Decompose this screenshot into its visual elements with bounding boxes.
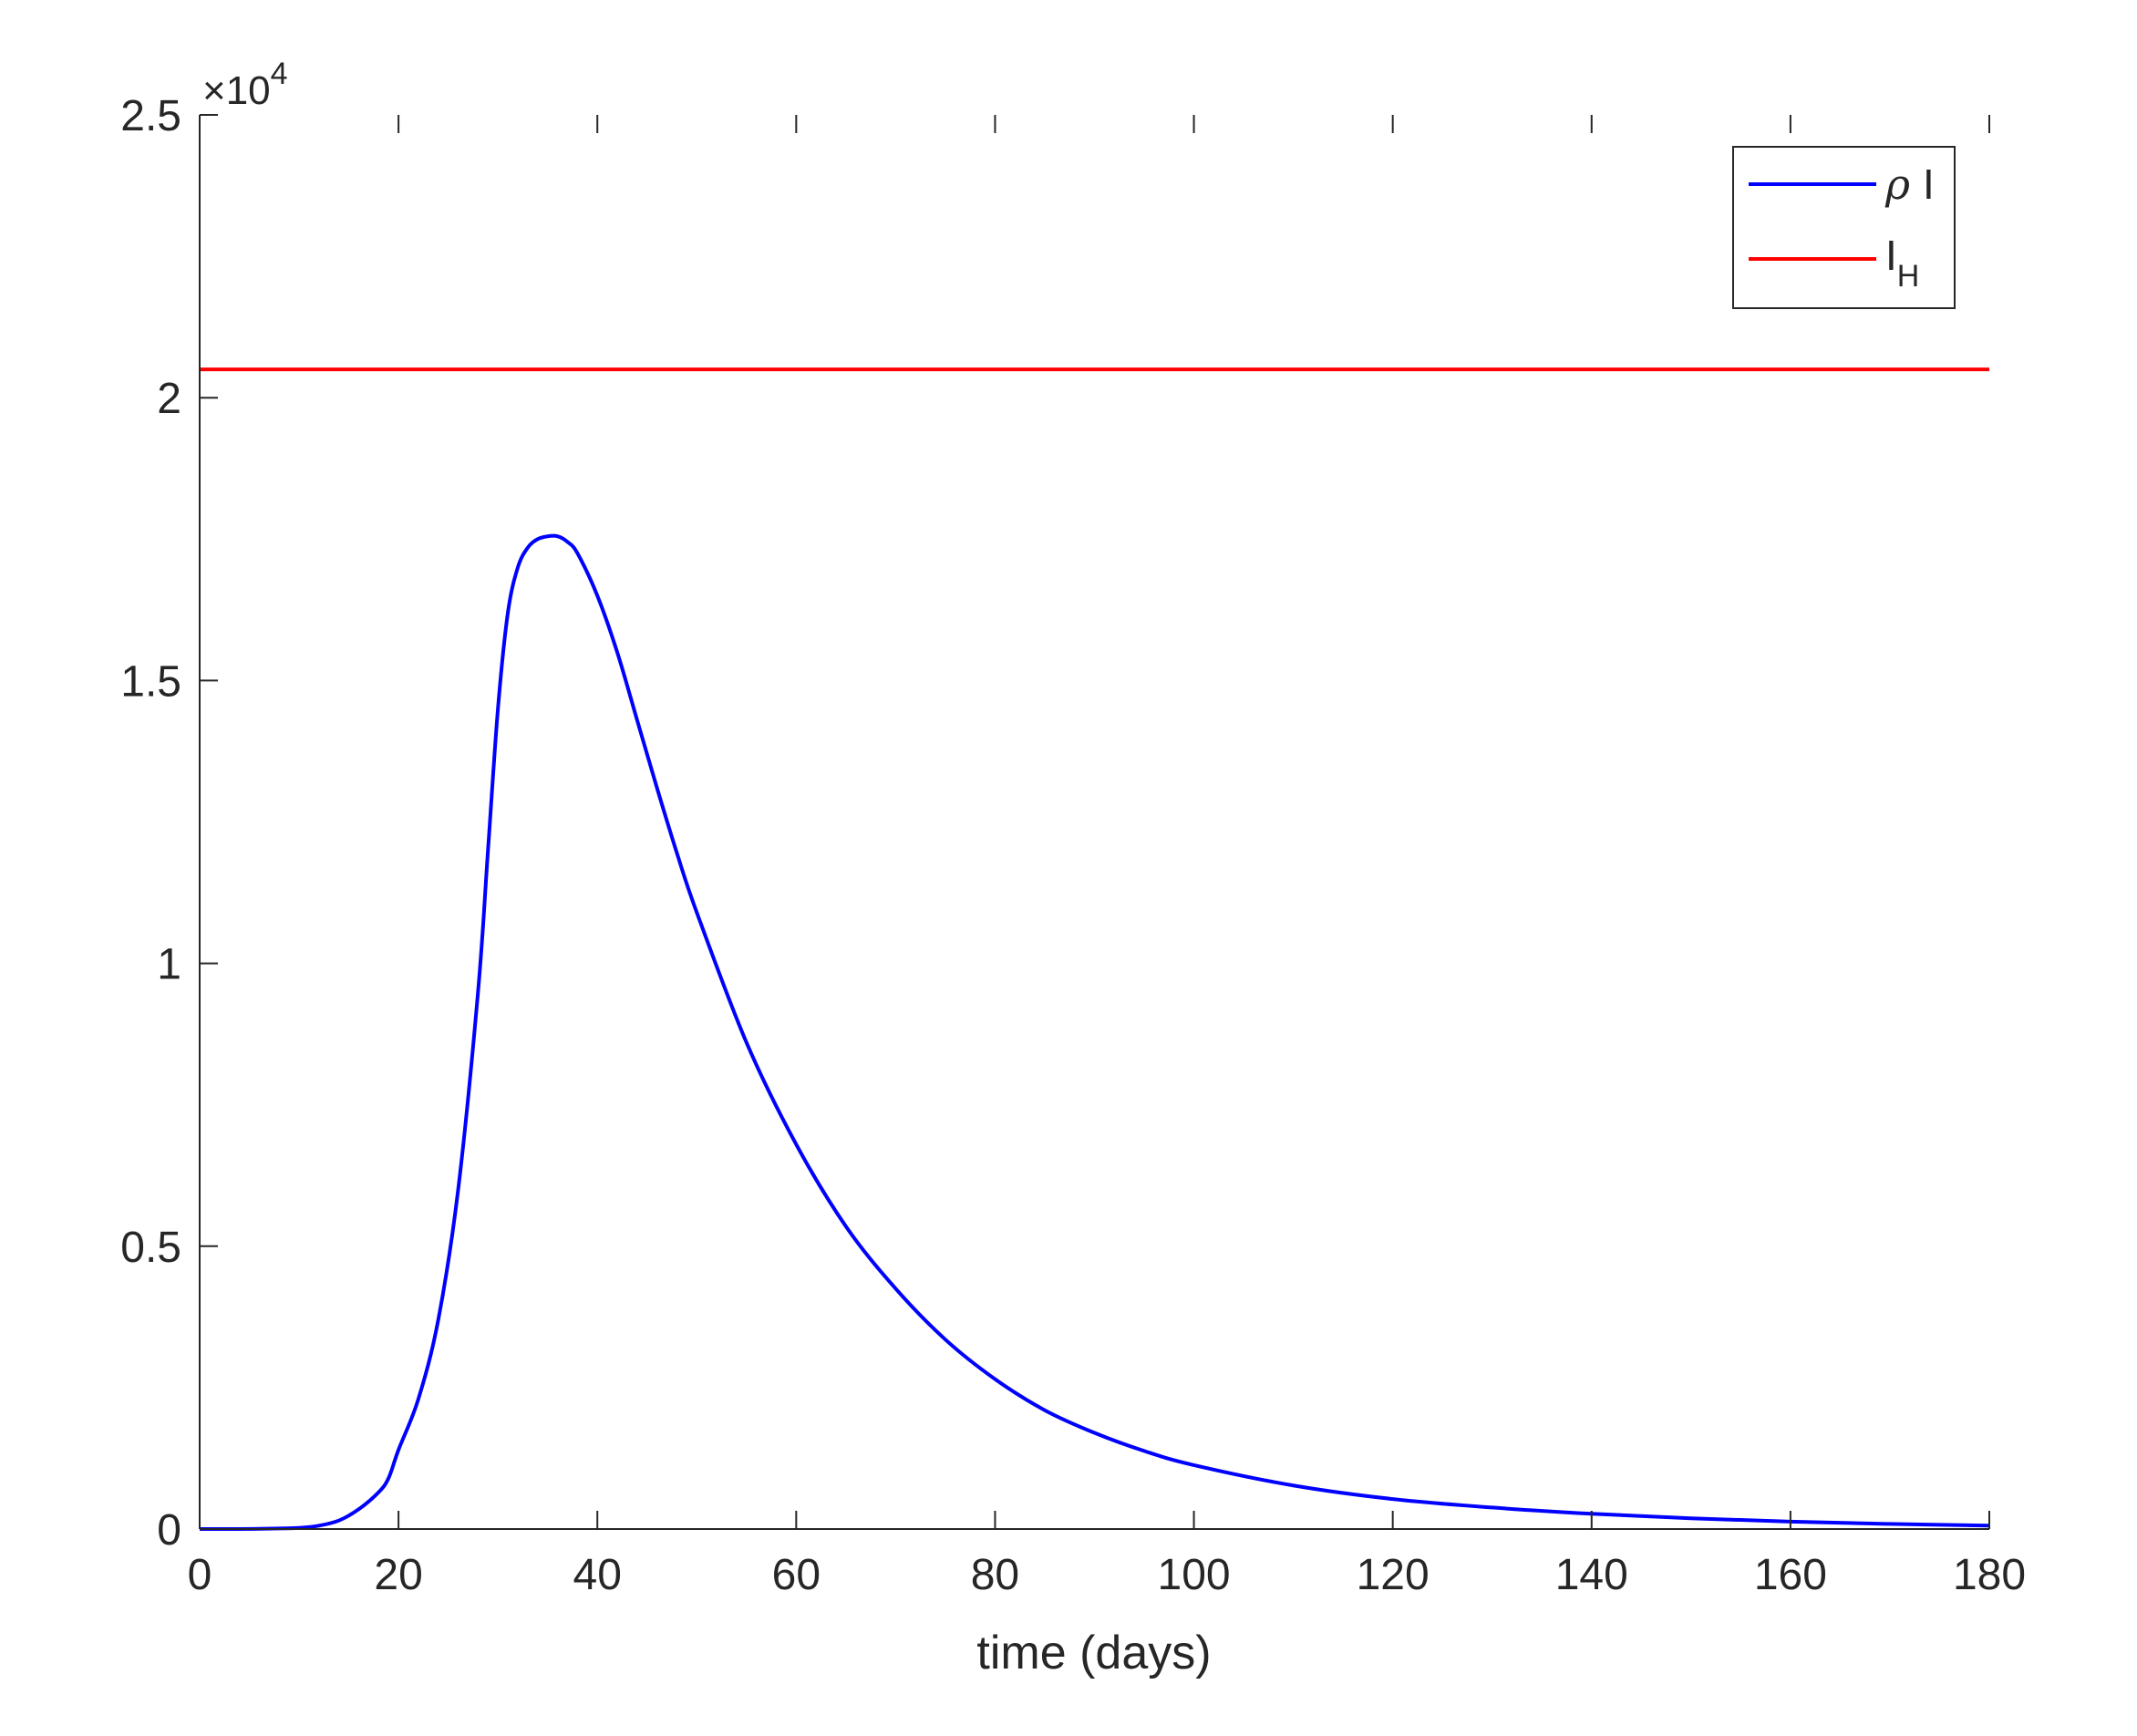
y-tick-label: 1.5 (120, 657, 181, 706)
series-line-rho-i (199, 533, 1990, 1532)
axes (199, 115, 1989, 1530)
y-exponent-label: ×104 (202, 57, 288, 113)
y-tick-label: 2 (157, 375, 181, 423)
y-tick-label: 1 (157, 941, 181, 989)
legend-i-h-text: I (1885, 232, 1897, 279)
y-tick-label: 0.5 (120, 1224, 181, 1272)
x-tick-label: 160 (1754, 1551, 1827, 1599)
y-exponent-power: 4 (271, 57, 288, 91)
x-ticks: 0 20 40 60 80 100 120 140 160 180 (188, 115, 2026, 1599)
x-tick-label: 180 (1953, 1551, 2026, 1599)
y-ticks: 0 0.5 1 1.5 2 2.5 (120, 92, 218, 1555)
x-tick-label: 140 (1555, 1551, 1628, 1599)
x-axis-label: time (days) (976, 1627, 1211, 1679)
x-tick-label: 0 (188, 1551, 212, 1599)
legend-label-i-h: IH (1885, 232, 1919, 294)
x-tick-label: 60 (772, 1551, 821, 1599)
x-tick-label: 80 (971, 1551, 1019, 1599)
x-tick-label: 20 (374, 1551, 422, 1599)
legend-rho-i-text: I (1923, 160, 1935, 208)
y-tick-label: 0 (157, 1506, 181, 1555)
legend-i-h-sub: H (1897, 259, 1920, 294)
legend-rho-symbol: ρ (1884, 160, 1910, 209)
y-exponent-base: ×10 (202, 68, 271, 113)
plot-area (200, 115, 1989, 1529)
x-tick-label: 100 (1158, 1551, 1231, 1599)
x-tick-label: 120 (1357, 1551, 1430, 1599)
x-tick-label: 40 (573, 1551, 622, 1599)
series-layer (199, 367, 1990, 1532)
y-tick-label: 2.5 (120, 92, 181, 140)
legend-box (1732, 146, 1956, 309)
